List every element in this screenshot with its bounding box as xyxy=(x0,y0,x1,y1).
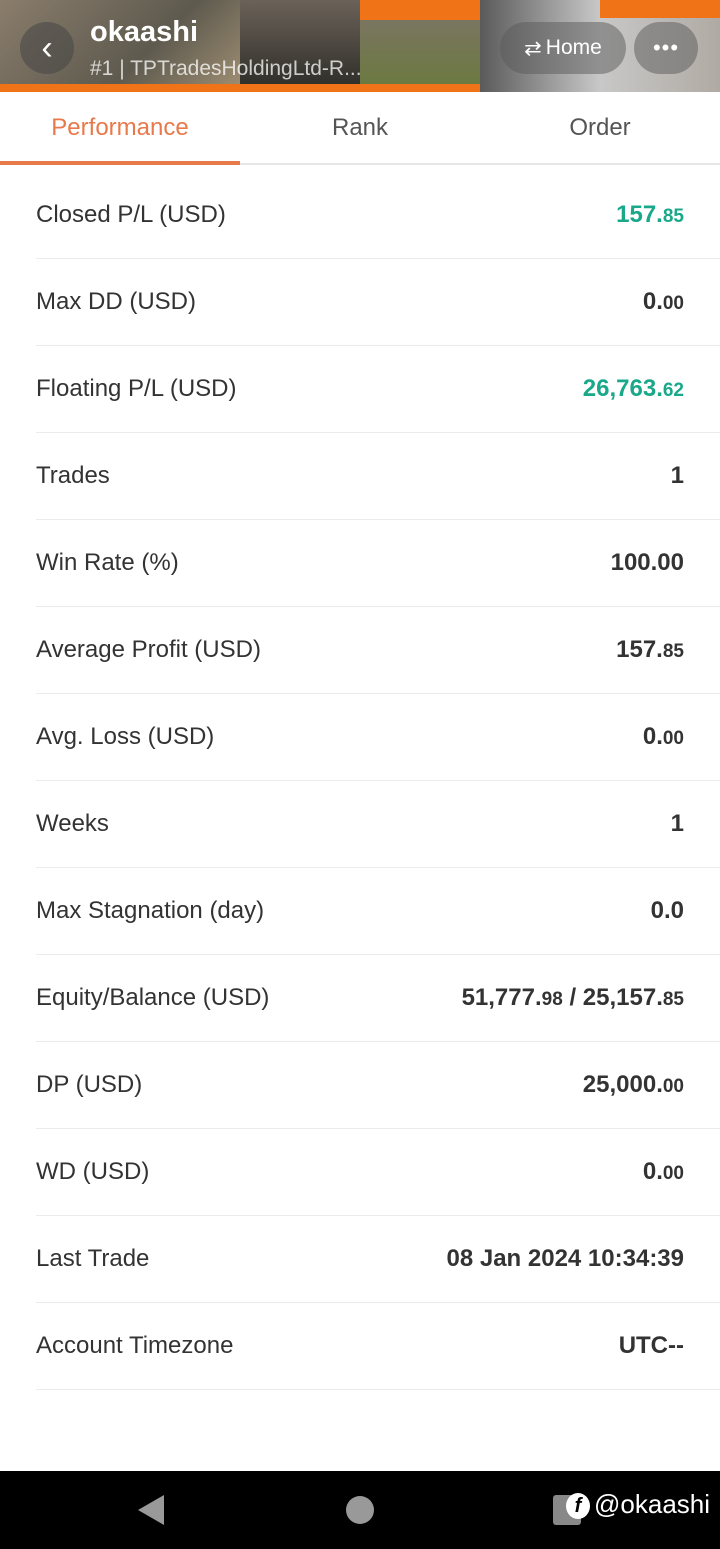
stat-value: 1 xyxy=(670,462,684,489)
stat-value: 1 xyxy=(670,810,684,837)
swap-arrows-icon: ⇄ xyxy=(524,36,542,60)
header-photo xyxy=(360,20,480,92)
stat-row: Max DD (USD) 0.00 xyxy=(36,259,720,346)
stat-label: Max DD (USD) xyxy=(36,288,196,315)
stat-row: Last Trade 08 Jan 2024 10:34:39 xyxy=(36,1216,720,1303)
stat-row: Trades 1 xyxy=(36,433,720,520)
stat-label: DP (USD) xyxy=(36,1071,143,1098)
header-orange-band xyxy=(600,0,720,18)
stat-row: Account Timezone UTC-- xyxy=(36,1303,720,1390)
stat-label: Weeks xyxy=(36,810,109,837)
home-button[interactable]: ⇄ Home xyxy=(500,22,626,74)
stat-value: 0.00 xyxy=(642,1158,684,1185)
stat-row: Floating P/L (USD) 26,763.62 xyxy=(36,346,720,433)
stat-label: Max Stagnation (day) xyxy=(36,897,265,924)
profile-header: ‹ okaashi #1 | TPTradesHoldingLtd-R... ⇄… xyxy=(0,0,720,92)
account-subtitle: #1 | TPTradesHoldingLtd-R... xyxy=(90,57,362,80)
stat-value: 157.85 xyxy=(616,201,684,228)
stat-row: Avg. Loss (USD) 0.00 xyxy=(36,694,720,781)
stat-row: WD (USD) 0.00 xyxy=(36,1129,720,1216)
stat-label: Trades xyxy=(36,462,110,489)
stat-value: 0.00 xyxy=(642,723,684,750)
stat-label: Equity/Balance (USD) xyxy=(36,984,270,1011)
stat-value: 100.00 xyxy=(610,549,684,576)
stat-label: Account Timezone xyxy=(36,1332,234,1359)
stat-value: 0.0 xyxy=(650,897,684,924)
facebook-icon: f xyxy=(566,1493,590,1519)
stat-label: Average Profit (USD) xyxy=(36,636,261,663)
system-nav-bar: f @okaashi xyxy=(0,1471,720,1549)
nav-home-icon[interactable] xyxy=(346,1496,374,1524)
stat-row: Win Rate (%) 100.00 xyxy=(36,520,720,607)
tab-order[interactable]: Order xyxy=(569,114,631,141)
stat-value: 26,763.62 xyxy=(582,375,684,402)
stat-row: Max Stagnation (day) 0.0 xyxy=(36,868,720,955)
header-orange-band xyxy=(0,84,480,92)
stat-row: Weeks 1 xyxy=(36,781,720,868)
tab-bar: Performance Rank Order xyxy=(0,92,720,165)
chevron-left-icon: ‹ xyxy=(41,28,53,67)
home-label: Home xyxy=(545,36,602,59)
stat-label: Closed P/L (USD) xyxy=(36,201,226,228)
stat-value: 25,000.00 xyxy=(582,1071,684,1098)
more-button[interactable]: ••• xyxy=(634,22,698,74)
watermark: @okaashi xyxy=(594,1489,711,1519)
stat-row: DP (USD) 25,000.00 xyxy=(36,1042,720,1129)
stat-label: Avg. Loss (USD) xyxy=(36,723,215,750)
stat-row: Closed P/L (USD) 157.85 xyxy=(36,172,720,259)
nav-back-icon[interactable] xyxy=(138,1495,164,1525)
stat-label: WD (USD) xyxy=(36,1158,150,1185)
stat-label: Win Rate (%) xyxy=(36,549,179,576)
back-button[interactable]: ‹ xyxy=(20,22,74,74)
more-dots-icon: ••• xyxy=(652,35,680,60)
stat-row: Average Profit (USD) 157.85 xyxy=(36,607,720,694)
stat-label: Floating P/L (USD) xyxy=(36,375,237,402)
stat-value: 08 Jan 2024 10:34:39 xyxy=(446,1245,684,1272)
stat-value: UTC-- xyxy=(618,1332,684,1359)
stats-list: Closed P/L (USD) 157.85 Max DD (USD) 0.00 Fl… xyxy=(0,172,720,1390)
header-photo xyxy=(240,0,360,92)
page-title: okaashi xyxy=(90,16,198,48)
tab-rank[interactable]: Rank xyxy=(331,114,389,141)
header-orange-band xyxy=(360,0,480,20)
stat-value: 0.00 xyxy=(642,288,684,315)
stat-row: Equity/Balance (USD) 51,777.98 / 25,157.8… xyxy=(36,955,720,1042)
stat-value: 51,777.98 / 25,157.85 xyxy=(461,984,684,1011)
stat-value: 157.85 xyxy=(616,636,684,663)
stat-label: Last Trade xyxy=(36,1245,150,1272)
tab-performance[interactable]: Performance xyxy=(0,92,240,165)
